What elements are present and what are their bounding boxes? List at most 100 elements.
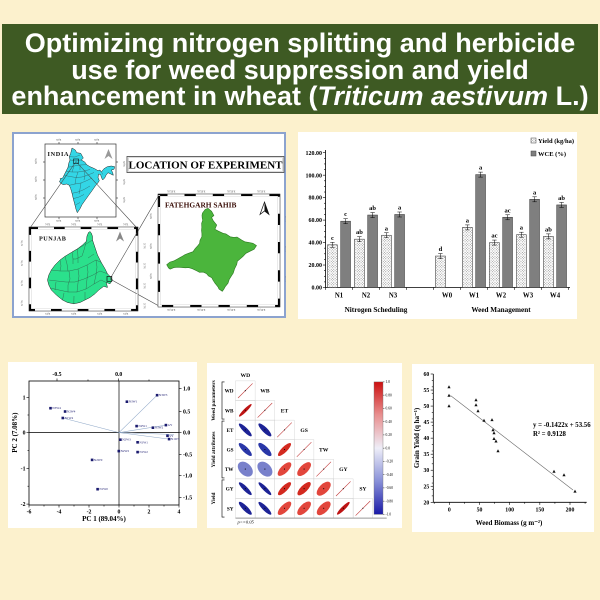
svg-text:40: 40	[424, 436, 430, 442]
svg-text:1: 1	[23, 396, 26, 402]
svg-text:Yield attributes: Yield attributes	[211, 432, 217, 468]
svg-text:Nitrogen Scheduling: Nitrogen Scheduling	[345, 306, 408, 314]
svg-text:a: a	[479, 165, 483, 172]
svg-text:N1W1: N1W1	[139, 440, 148, 444]
svg-text:a: a	[520, 225, 524, 232]
svg-text:1.0: 1.0	[183, 386, 190, 392]
svg-text:N2W4: N2W4	[67, 410, 76, 414]
svg-text:N1W2: N1W2	[139, 450, 148, 454]
svg-text:N2W2: N2W2	[121, 449, 130, 453]
svg-text:76°20'E: 76°20'E	[257, 191, 266, 194]
svg-text:120.00: 120.00	[306, 151, 323, 157]
svg-text:N3W4: N3W4	[52, 406, 61, 410]
svg-text:a: a	[385, 225, 389, 232]
svg-text:N3W2: N3W2	[155, 426, 164, 430]
svg-text:76°20'E: 76°20'E	[197, 309, 206, 312]
svg-text:31°N: 31°N	[21, 300, 24, 306]
svg-text:c: c	[331, 235, 334, 242]
svg-text:45: 45	[424, 420, 430, 426]
svg-text:30°N: 30°N	[150, 243, 153, 249]
svg-text:74°E: 74°E	[97, 224, 103, 227]
svg-text:TW: TW	[225, 467, 234, 473]
svg-text:0.00: 0.00	[312, 286, 323, 292]
svg-text:74°E: 74°E	[97, 313, 103, 316]
svg-text:74°E: 74°E	[45, 224, 51, 227]
svg-text:74°E: 74°E	[123, 224, 129, 227]
svg-text:30: 30	[424, 468, 430, 474]
svg-text:GY: GY	[339, 467, 347, 473]
svg-text:40.00: 40.00	[309, 241, 323, 247]
svg-text:150: 150	[535, 508, 544, 514]
svg-text:30°N: 30°N	[122, 197, 125, 203]
svg-text:70°E: 70°E	[94, 220, 100, 223]
svg-text:-1.0: -1.0	[386, 513, 392, 517]
svg-text:70°E: 70°E	[75, 139, 81, 142]
svg-text:WB: WB	[260, 389, 270, 395]
svg-text:30°N: 30°N	[150, 273, 153, 279]
svg-text:0: 0	[118, 510, 121, 516]
svg-text:W3: W3	[523, 293, 534, 300]
svg-text:70°E: 70°E	[56, 139, 62, 142]
svg-text:W0: W0	[442, 293, 453, 300]
svg-text:Yield (kg/ha): Yield (kg/ha)	[538, 138, 574, 145]
svg-text:0.0: 0.0	[183, 431, 190, 437]
svg-text:WCE (%): WCE (%)	[538, 151, 566, 158]
svg-text:GS: GS	[227, 448, 234, 454]
svg-text:d: d	[439, 246, 443, 253]
svg-text:SY: SY	[169, 434, 174, 438]
svg-text:WD: WD	[240, 373, 250, 379]
svg-text:-0.80: -0.80	[386, 499, 394, 503]
svg-text:2: 2	[148, 510, 151, 516]
svg-text:W1: W1	[469, 293, 480, 300]
svg-text:70°E: 70°E	[94, 139, 100, 142]
svg-text:0.5: 0.5	[183, 410, 190, 416]
svg-text:1.0: 1.0	[386, 380, 391, 384]
svg-text:0.80: 0.80	[386, 393, 392, 397]
svg-text:100.00: 100.00	[306, 173, 323, 179]
svg-text:74°E: 74°E	[123, 313, 129, 316]
svg-text:31°N: 31°N	[21, 260, 24, 266]
svg-text:31°N: 31°N	[21, 240, 24, 246]
svg-text:76°20'E: 76°20'E	[227, 309, 236, 312]
svg-text:Weed Biomass (g m⁻²): Weed Biomass (g m⁻²)	[476, 519, 543, 527]
svg-text:-0.40: -0.40	[386, 473, 394, 477]
svg-text:80.00: 80.00	[309, 196, 323, 202]
svg-text:31°N: 31°N	[143, 303, 146, 309]
svg-text:74°E: 74°E	[45, 313, 51, 316]
svg-text:N2W0: N2W0	[94, 458, 103, 462]
svg-text:31°N: 31°N	[143, 263, 146, 269]
svg-text:-2: -2	[21, 502, 26, 508]
svg-text:76°20'E: 76°20'E	[257, 309, 266, 312]
svg-text:50: 50	[477, 508, 483, 514]
svg-text:25: 25	[424, 484, 430, 490]
svg-text:0.40: 0.40	[386, 420, 392, 424]
svg-text:GY: GY	[168, 423, 173, 427]
svg-text:WD: WD	[225, 389, 234, 395]
svg-text:30°N: 30°N	[150, 213, 153, 219]
svg-text:TW: TW	[319, 448, 329, 454]
svg-text:ET: ET	[281, 408, 289, 414]
svg-text:a: a	[466, 217, 470, 224]
svg-text:ab: ab	[369, 205, 376, 212]
svg-text:N1W3: N1W3	[171, 437, 180, 441]
svg-text:N1W0: N1W0	[99, 487, 108, 491]
svg-text:76°20'E: 76°20'E	[167, 191, 176, 194]
svg-text:y = -0.1422x + 53.56: y = -0.1422x + 53.56	[533, 422, 591, 429]
svg-text:4: 4	[178, 510, 181, 516]
svg-text:30°N: 30°N	[122, 179, 125, 185]
svg-text:-0.20: -0.20	[386, 460, 394, 464]
svg-text:SY: SY	[359, 487, 366, 493]
svg-text:0: 0	[23, 431, 26, 437]
svg-text:-0.5: -0.5	[52, 372, 61, 378]
svg-text:W2: W2	[496, 293, 507, 300]
svg-text:ac: ac	[505, 207, 511, 214]
svg-text:GS: GS	[300, 428, 307, 434]
svg-text:N2W3: N2W3	[122, 438, 131, 442]
svg-text:30°N: 30°N	[35, 176, 38, 182]
svg-text:70°E: 70°E	[56, 220, 62, 223]
svg-text:200: 200	[566, 508, 575, 514]
svg-text:INDIA: INDIA	[48, 151, 70, 158]
svg-text:30°N: 30°N	[35, 194, 38, 200]
svg-text:0.0: 0.0	[386, 446, 391, 450]
svg-text:ET: ET	[227, 428, 234, 434]
